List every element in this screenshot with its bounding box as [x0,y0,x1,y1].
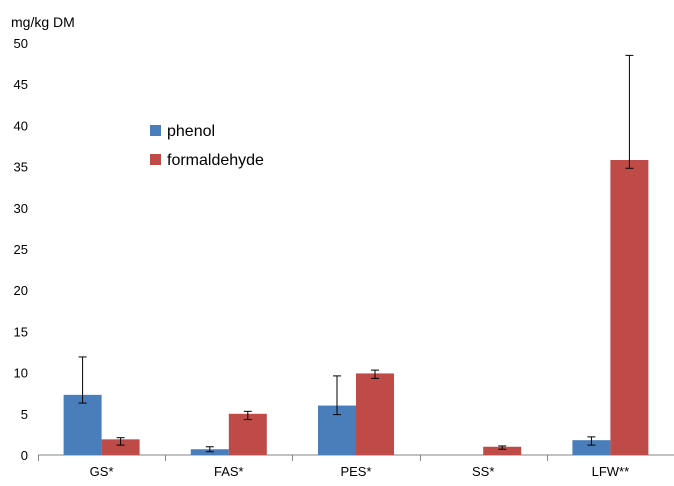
error-bar-phenol-FAS [205,446,214,453]
error-bar-phenol-LFW [587,436,596,446]
y-tick-label: 15 [14,324,28,339]
x-tick-label: FAS* [214,464,244,479]
legend-label: phenol [167,123,215,140]
x-axis [38,454,674,461]
error-bars [78,54,634,453]
error-bar-formaldehyde-SS [498,445,507,450]
bar-phenol-GS [63,394,102,455]
y-tick-label: 30 [14,201,28,216]
bars [63,160,649,455]
y-tick-label: 35 [14,160,28,175]
x-tick-label: LFW** [592,464,630,479]
x-tick-label: PES* [340,464,371,479]
legend-swatch [150,154,161,165]
error-bar-formaldehyde-PES [371,369,379,379]
error-bar-formaldehyde-FAS [243,410,252,421]
legend-item: formaldehyde [150,152,264,169]
error-bar-phenol-PES [333,375,341,416]
bar-formaldehyde-LFW [610,160,649,455]
legend-item: phenol [150,123,215,140]
y-tick-label: 0 [21,448,28,463]
x-tick-label: GS* [90,464,114,479]
error-bar-phenol-GS [78,356,87,404]
x-tick-labels: GS* FAS* PES* SS* LFW** [90,464,630,479]
x-tick-label: SS* [472,464,494,479]
bar-formaldehyde-SS [483,446,522,455]
bar-formaldehyde-PES [356,373,394,455]
y-axis: 0 5 10 15 20 25 30 35 40 45 50 [14,36,28,463]
legend: phenol formaldehyde [150,123,264,169]
legend-label: formaldehyde [167,152,264,169]
bar-phenol-LFW [572,440,611,455]
y-tick-label: 50 [14,36,28,51]
y-tick-label: 5 [21,407,28,422]
error-bar-formaldehyde-GS [116,437,125,446]
y-tick-label: 25 [14,242,28,257]
y-tick-label: 40 [14,118,28,133]
bar-formaldehyde-FAS [228,413,267,455]
bar-formaldehyde-GS [101,439,140,455]
y-tick-label: 20 [14,283,28,298]
legend-swatch [150,125,161,136]
y-axis-title: mg/kg DM [11,14,75,30]
y-tick-label: 45 [14,77,28,92]
y-tick-label: 10 [14,366,28,381]
error-bar-formaldehyde-LFW [625,54,634,169]
